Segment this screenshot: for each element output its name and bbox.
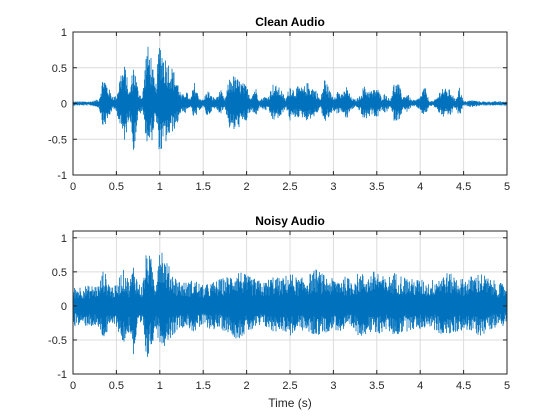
x-tick-label: 3 xyxy=(330,181,336,193)
y-tick-label: 0 xyxy=(61,301,67,313)
chart-panel-2: 0 0.5 1 1.5 2 2.5 3 3.5 4 4.5 5 -1 -0.5 0 0.5 1 Noisy Au… xyxy=(48,214,510,410)
y-tick-label: -0.5 xyxy=(48,335,67,347)
x-tick-label: 5 xyxy=(504,380,510,392)
x-tick-label: 4 xyxy=(417,380,423,392)
chart-title: Clean Audio xyxy=(255,15,325,29)
x-tick-label: 2.5 xyxy=(282,181,297,193)
x-tick-label: 4.5 xyxy=(456,181,471,193)
x-tick-label: 0.5 xyxy=(109,181,124,193)
x-tick-label: 4 xyxy=(417,181,423,193)
x-tick-label: 2 xyxy=(244,181,250,193)
x-tick-label: 2 xyxy=(244,380,250,392)
y-tick-label: -1 xyxy=(57,170,67,182)
x-tick-label: 0 xyxy=(70,380,76,392)
x-tick-label: 1 xyxy=(157,181,163,193)
x-tick-label: 0 xyxy=(70,181,76,193)
x-tick-label: 1 xyxy=(157,380,163,392)
y-tick-label: 0.5 xyxy=(52,267,67,279)
x-tick-label: 2.5 xyxy=(282,380,297,392)
x-tick-label: 4.5 xyxy=(456,380,471,392)
y-tick-label: 0.5 xyxy=(52,63,67,75)
x-axis-label: Time (s) xyxy=(268,396,312,410)
chart-title: Noisy Audio xyxy=(255,214,325,228)
x-tick-label: 1.5 xyxy=(196,181,211,193)
chart-panel-1: 0 0.5 1 1.5 2 2.5 3 3.5 4 4.5 5 -1 -0.5 0 0.5 1 Clean Au… xyxy=(48,15,510,193)
x-tick-label: 3 xyxy=(330,380,336,392)
y-tick-label: 1 xyxy=(61,27,67,39)
x-tick-label: 5 xyxy=(504,181,510,193)
y-tick-label: -0.5 xyxy=(48,134,67,146)
x-tick-label: 3.5 xyxy=(369,380,384,392)
y-tick-label: 1 xyxy=(61,233,67,245)
y-tick-label: -1 xyxy=(57,369,67,381)
x-tick-label: 3.5 xyxy=(369,181,384,193)
y-tick-label: 0 xyxy=(61,99,67,111)
x-tick-label: 0.5 xyxy=(109,380,124,392)
x-tick-label: 1.5 xyxy=(196,380,211,392)
